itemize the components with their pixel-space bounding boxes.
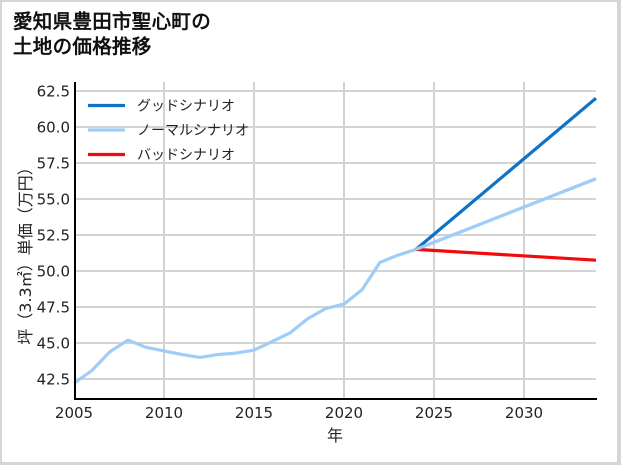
- chart-title-line1: 愛知県豊田市聖心町の: [13, 10, 212, 33]
- y-tick-label: 62.5: [37, 83, 70, 101]
- axes: [74, 82, 597, 400]
- y-axis-title: 坪（3.3㎡）単価（万円）: [16, 159, 35, 344]
- y-tick-label: 42.5: [37, 371, 70, 389]
- chart-title-line2: 土地の価格推移: [13, 35, 152, 58]
- series-line-2: [415, 247, 597, 262]
- x-tick-label: 2010: [145, 404, 183, 422]
- x-tick-label: 2030: [505, 404, 543, 422]
- series-lines: [73, 96, 598, 385]
- y-tick-labels: 42.5 45.0 47.5 50.0 52.5 55.0 57.5 60.0 62.5: [37, 83, 70, 389]
- y-tick-label: 52.5: [37, 227, 70, 245]
- y-tick-label: 60.0: [37, 119, 70, 137]
- series-line-0: [414, 96, 598, 251]
- y-tick-label: 57.5: [37, 155, 70, 173]
- series-line-1: [73, 177, 597, 385]
- series-line-normal-forecast: [415, 177, 597, 251]
- x-tick-labels: 2005 2010 2015 2020 2025 2030: [55, 404, 543, 422]
- x-axis-title: 年: [327, 426, 343, 445]
- x-tick-label: 2015: [235, 404, 273, 422]
- y-tick-label: 47.5: [37, 299, 70, 317]
- y-tick-label: 45.0: [37, 335, 70, 353]
- legend-label: グッドシナリオ: [137, 99, 235, 115]
- chart-title: 愛知県豊田市聖心町の 土地の価格推移: [13, 9, 211, 59]
- legend-label: バッドシナリオ: [137, 148, 235, 164]
- x-tick-label: 2025: [415, 404, 453, 422]
- y-tick-label: 55.0: [37, 191, 70, 209]
- x-tick-label: 2005: [55, 404, 93, 422]
- y-tick-label: 50.0: [37, 263, 70, 281]
- legend-label: ノーマルシナリオ: [137, 123, 249, 139]
- x-tick-label: 2020: [325, 404, 363, 422]
